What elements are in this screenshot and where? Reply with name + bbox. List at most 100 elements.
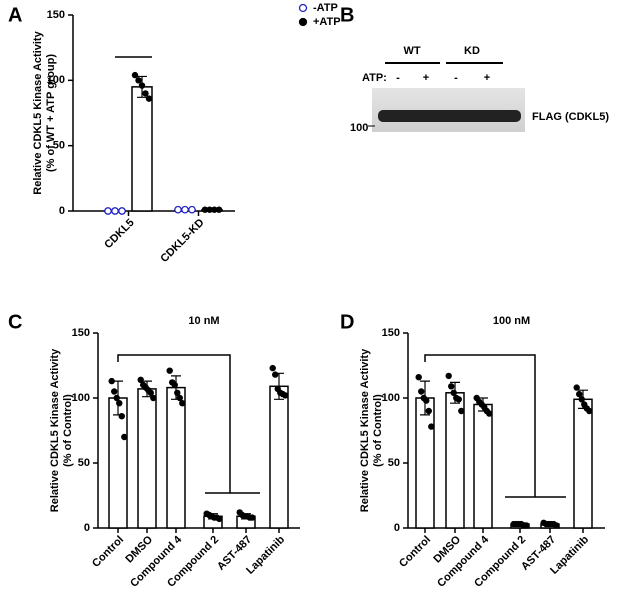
- y-tick-label: 0: [84, 522, 90, 534]
- data-point: [179, 400, 186, 407]
- y-tick-label: 100: [72, 392, 90, 404]
- chart-title: 10 nM: [188, 315, 219, 327]
- data-point: [113, 394, 120, 402]
- data-point: [553, 522, 560, 529]
- data-point: [576, 390, 583, 398]
- data-point: [135, 77, 142, 84]
- marker-label: 100: [350, 122, 368, 134]
- band-label: FLAG (CDKL5): [532, 111, 609, 123]
- legend-marker: [298, 3, 308, 13]
- bar: [166, 386, 186, 529]
- data-point: [181, 205, 189, 214]
- x-tick-label: Control: [397, 534, 433, 570]
- data-point: [455, 396, 462, 403]
- y-axis-label: (% of Control): [372, 394, 384, 467]
- data-point: [425, 407, 432, 415]
- data-point: [415, 374, 422, 381]
- y-tick-label: 50: [388, 457, 400, 469]
- data-point: [573, 384, 580, 391]
- bar: [137, 388, 157, 529]
- data-point: [150, 394, 157, 402]
- y-axis-label: (% of Control): [62, 394, 74, 467]
- lane-label: -: [454, 72, 458, 84]
- legend-label: +ATP: [313, 16, 341, 28]
- data-point: [201, 206, 209, 213]
- bar: [269, 385, 289, 529]
- data-point: [142, 90, 149, 97]
- x-tick-label: CDKL5-KD: [158, 217, 206, 265]
- data-point: [176, 394, 183, 402]
- data-point: [450, 389, 457, 396]
- data-point: [523, 522, 530, 529]
- data-point: [166, 367, 173, 374]
- y-axis-label: Relative CDKL5 Kinase Activity: [32, 30, 44, 194]
- x-tick-label: Control: [90, 534, 126, 570]
- data-point: [448, 383, 455, 390]
- bar: [415, 397, 435, 529]
- data-point: [174, 205, 182, 214]
- data-point: [131, 71, 139, 79]
- y-tick-label: 0: [394, 522, 400, 534]
- bar: [131, 86, 153, 212]
- data-point: [586, 407, 593, 415]
- data-point: [116, 400, 123, 407]
- data-point: [428, 423, 435, 430]
- significance-bracket: [117, 354, 260, 494]
- panel-letter: C: [8, 311, 22, 333]
- panel-letter: B: [340, 4, 354, 26]
- y-tick-label: 100: [47, 74, 65, 86]
- legend-marker: [298, 17, 308, 27]
- data-point: [118, 413, 125, 420]
- data-point: [423, 397, 430, 404]
- data-point: [206, 206, 213, 213]
- data-point: [108, 377, 115, 385]
- data-point: [272, 371, 279, 378]
- group-label: KD: [464, 45, 480, 57]
- data-point: [282, 392, 289, 399]
- data-point: [578, 396, 585, 403]
- data-point: [138, 82, 146, 89]
- bar: [473, 403, 493, 529]
- data-point: [104, 207, 112, 215]
- lane-label: +: [423, 72, 429, 84]
- panel-letter: A: [8, 4, 22, 26]
- significance-bracket: [424, 354, 566, 498]
- data-point: [147, 389, 154, 396]
- data-point: [111, 388, 118, 395]
- y-axis-label: Relative CDKL5 Kinase Activity: [49, 348, 61, 512]
- data-point: [211, 206, 218, 213]
- data-point: [458, 407, 465, 415]
- x-tick-label: CDKL5: [102, 217, 136, 251]
- lane-label: -: [396, 72, 400, 84]
- data-point: [269, 364, 276, 372]
- data-point: [418, 388, 425, 395]
- data-point: [216, 515, 223, 523]
- data-point: [445, 372, 452, 380]
- data-point: [118, 207, 126, 215]
- data-point: [174, 389, 181, 396]
- lane-label: +: [484, 72, 490, 84]
- group-label: WT: [403, 45, 420, 57]
- atp-label: ATP:: [362, 72, 387, 84]
- chart-title: 100 nM: [493, 315, 530, 327]
- legend-label: -ATP: [313, 2, 338, 14]
- panel-letter: D: [340, 311, 354, 333]
- data-point: [215, 206, 223, 213]
- data-point: [188, 205, 196, 214]
- data-point: [145, 95, 153, 102]
- data-point: [121, 433, 128, 441]
- blot-band: [378, 110, 521, 122]
- y-axis-label: (% of WT + ATP group): [45, 54, 57, 172]
- data-point: [171, 381, 178, 389]
- y-tick-label: 0: [59, 205, 65, 217]
- data-point: [249, 514, 256, 521]
- y-tick-label: 150: [382, 327, 400, 339]
- y-tick-label: 100: [382, 392, 400, 404]
- bar: [573, 398, 593, 529]
- data-point: [111, 207, 119, 215]
- y-tick-label: 150: [72, 327, 90, 339]
- y-tick-label: 50: [53, 140, 65, 152]
- y-axis-label: Relative CDKL5 Kinase Activity: [359, 348, 371, 512]
- data-point: [486, 410, 493, 417]
